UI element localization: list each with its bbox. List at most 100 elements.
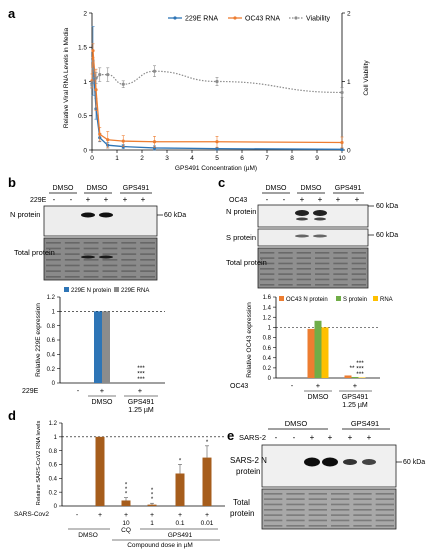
panel-c-chart: 0 0.2 0.4 0.6 0.8 1 1.2 1.4 1.6 OC43 N protein S p… (263, 295, 393, 409)
panel-e-blot-signs: - - + + + + (275, 433, 372, 442)
lane-band (140, 276, 155, 278)
lane-band (375, 493, 394, 495)
lane-band (83, 276, 99, 278)
panel-d-tick: 0 (54, 504, 58, 510)
lane-band (46, 264, 61, 267)
panel-b-total-blot (43, 237, 158, 281)
lane-band (286, 519, 305, 522)
blot-band (304, 457, 320, 467)
data-point (152, 69, 157, 73)
significance: * (151, 493, 154, 499)
panel-d-tick: 0.2 (49, 490, 58, 496)
panel-d-ylabel: Relative SARS-CoV2 RNA levels (36, 421, 42, 506)
panel-a-x-tick: 10 (338, 155, 346, 162)
bar (95, 436, 105, 506)
panel-d-tick: 0.4 (49, 477, 58, 483)
lane-band (278, 278, 293, 281)
panel-a-x-tick: 7 (265, 155, 269, 162)
significance: *** (356, 371, 364, 378)
lane-band (286, 525, 305, 527)
significance: * (125, 483, 128, 489)
lane-band (264, 514, 283, 516)
lane-band (46, 247, 61, 250)
panel-c-tick: 1.4 (263, 305, 272, 311)
blot-band (314, 217, 326, 221)
bar-sign: + (98, 512, 102, 519)
panel-b-tick: 0.8 (47, 324, 56, 330)
panel-e-kda: 60 kDa (403, 459, 425, 466)
legend-entry: 229E RNA (185, 16, 218, 23)
panel-e-total-label-2: protein (230, 509, 254, 518)
data-point (340, 147, 344, 151)
panel-a-left-tick: 2 (83, 10, 87, 17)
lane-band (353, 525, 372, 527)
lane-band (264, 519, 283, 522)
lane-band (264, 498, 283, 500)
lane-band (264, 525, 283, 527)
lane-band (140, 270, 155, 272)
bar-sign: - (291, 381, 294, 390)
panel-c-letter: c (218, 175, 225, 190)
lane-band (64, 276, 80, 278)
panel-d-chart: 00.20.40.60.811.2********- + + + + +10 1 0.1 0.0… (49, 421, 225, 541)
legend-entry: OC43 RNA (245, 16, 280, 23)
significance: * (125, 492, 128, 498)
legend-entry: 229E RNA (121, 288, 149, 294)
legend-entry: S protein (343, 297, 367, 303)
lane-band (296, 257, 311, 259)
lane-band (375, 509, 394, 511)
bar-sign: + (353, 381, 358, 390)
panel-b-letter: b (8, 175, 16, 190)
lane-band (351, 262, 366, 265)
panel-c-virus-label: OC43 (230, 383, 248, 390)
lane-band (83, 270, 99, 272)
lane-band (102, 247, 118, 250)
blot-sign: + (86, 195, 91, 204)
lane-band (264, 509, 283, 511)
lane-band (308, 493, 327, 495)
lane-band (333, 284, 348, 286)
panel-a-x-tick: 9 (315, 155, 319, 162)
panel-c-n-blot (257, 204, 369, 228)
panel-b-tick: 1.2 (47, 295, 56, 301)
bar (202, 457, 212, 506)
lane-band (308, 525, 327, 527)
bar (358, 377, 366, 378)
panel-a-chart: 0 0.5 1 1.5 2 0 1 2 0 1 2 3 4 5 6 7 8 9 10 229E RNA OC43 RNA… (78, 10, 351, 162)
bar (321, 327, 329, 378)
panel-c-tick: 0.4 (263, 356, 272, 362)
lane-band (331, 525, 350, 527)
blot-sign: + (348, 433, 353, 442)
panel-b-total-lanes (46, 242, 155, 278)
lane-band (46, 276, 61, 278)
panel-d-virus-label: SARS-Cov2 (14, 511, 49, 518)
panel-b-total-label: Total protein (14, 248, 55, 257)
panel-c-n-label: N protein (226, 207, 256, 216)
lane-band (46, 253, 61, 255)
panel-b-virus-label: 229E (22, 388, 39, 395)
panel-c-kda1: 60 kDa (376, 203, 398, 210)
panel-c-tick: 0 (268, 376, 272, 382)
significance: *** (356, 360, 364, 367)
blot-sign: - (266, 195, 269, 204)
lane-band (315, 257, 330, 259)
panel-d-letter: d (8, 408, 16, 423)
lane-band (286, 509, 305, 511)
group-label: GPS491 (168, 532, 193, 539)
blot-sign: - (293, 433, 296, 442)
data-point (98, 73, 102, 77)
oc43-rna-line (91, 50, 343, 144)
blot-sign: - (70, 195, 73, 204)
lane-band (140, 259, 155, 261)
data-point (91, 67, 95, 71)
lane-band (331, 509, 350, 511)
panel-e-total-label-1: Total (233, 498, 250, 507)
blot-band (99, 212, 113, 218)
panel-c-tick: 1.2 (263, 315, 272, 321)
lane-band (315, 268, 330, 270)
blot-sign: - (275, 433, 278, 442)
panel-b-cond-dmso2: DMSO (87, 185, 109, 192)
bar-sign: + (150, 512, 154, 519)
lane-band (140, 242, 155, 244)
